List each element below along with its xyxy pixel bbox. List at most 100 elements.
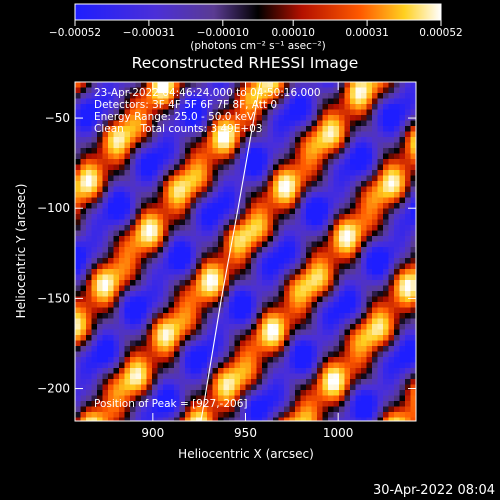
heatmap-cell [190, 340, 197, 347]
heatmap-cell [350, 395, 356, 402]
heatmap-cell [394, 175, 400, 182]
heatmap-cell [124, 406, 131, 413]
heatmap-cell [289, 230, 296, 237]
heatmap-cell [256, 197, 263, 204]
heatmap-cell [229, 126, 235, 132]
heatmap-cell [273, 357, 279, 363]
heatmap-cell [262, 269, 268, 275]
heatmap-cell [399, 263, 406, 270]
heatmap-cell [405, 208, 411, 215]
heatmap-cell [399, 126, 406, 132]
heatmap-cell [141, 362, 147, 369]
heatmap-cell [262, 379, 268, 385]
heatmap-cell [146, 159, 153, 165]
heatmap-cell [168, 170, 175, 176]
heatmap-cell [174, 115, 180, 121]
heatmap-cell [80, 285, 87, 292]
heatmap-cell [273, 395, 279, 402]
heatmap-cell [284, 104, 290, 110]
heatmap-cell [339, 335, 345, 341]
heatmap-cell [141, 137, 147, 143]
heatmap-cell [113, 181, 120, 187]
heatmap-cell [372, 170, 378, 176]
heatmap-cell [300, 412, 307, 418]
heatmap-cell [295, 109, 301, 116]
heatmap-cell [306, 170, 312, 176]
heatmap-cell [218, 362, 224, 369]
heatmap-cell [80, 373, 87, 380]
heatmap-cell [262, 175, 268, 182]
heatmap-cell [207, 335, 213, 341]
heatmap-cell [124, 362, 131, 369]
heatmap-cell [394, 186, 400, 193]
heatmap-cell [245, 126, 252, 132]
heatmap-cell [91, 208, 98, 215]
heatmap-cell [163, 197, 169, 204]
heatmap-cell [152, 82, 158, 88]
heatmap-cell [229, 384, 235, 391]
heatmap-cell [344, 236, 351, 242]
heatmap-cell [355, 362, 362, 369]
heatmap-cell [311, 318, 318, 325]
heatmap-cell [377, 362, 384, 369]
heatmap-cell [86, 406, 92, 413]
heatmap-cell [377, 406, 384, 413]
heatmap-cell [141, 98, 147, 105]
heatmap-cell [174, 395, 180, 402]
heatmap-cell [377, 109, 384, 116]
heatmap-cell [108, 357, 114, 363]
heatmap-cell [284, 263, 290, 270]
heatmap-cell [328, 115, 334, 121]
heatmap-cell [410, 120, 416, 127]
heatmap-cell [394, 263, 400, 270]
heatmap-cell [135, 368, 142, 374]
heatmap-cell [130, 181, 136, 187]
heatmap-cell [130, 252, 136, 259]
heatmap-cell [388, 269, 395, 275]
heatmap-cell [322, 164, 329, 171]
heatmap-cell [157, 148, 164, 154]
heatmap-cell [163, 98, 169, 105]
heatmap-cell [328, 153, 334, 160]
heatmap-cell [333, 258, 340, 264]
heatmap-cell [295, 307, 301, 314]
heatmap-cell [339, 368, 345, 374]
heatmap-cell [333, 131, 340, 138]
heatmap-cell [306, 269, 312, 275]
heatmap-cell [146, 346, 153, 352]
heatmap-cell [273, 313, 279, 319]
heatmap-cell [240, 384, 246, 391]
heatmap-cell [135, 362, 142, 369]
heatmap-cell [119, 214, 125, 220]
heatmap-cell [190, 214, 197, 220]
heatmap-cell [102, 153, 109, 160]
heatmap-cell [229, 291, 235, 297]
heatmap-cell [146, 126, 153, 132]
heatmap-cell [157, 109, 164, 116]
heatmap-cell [317, 214, 323, 220]
heatmap-cell [80, 307, 87, 314]
heatmap-cell [185, 131, 191, 138]
heatmap-cell [174, 313, 180, 319]
heatmap-cell [344, 296, 351, 303]
heatmap-cell [300, 313, 307, 319]
colorbar-units-label: (photons cm⁻² s⁻¹ asec⁻²) [190, 40, 325, 52]
heatmap-cell [80, 258, 87, 264]
heatmap-cell [267, 417, 274, 421]
heatmap-cell [322, 120, 329, 127]
heatmap-cell [119, 93, 125, 99]
heatmap-cell [185, 126, 191, 132]
heatmap-cell [273, 252, 279, 259]
heatmap-cell [394, 357, 400, 363]
heatmap-cell [196, 175, 202, 182]
heatmap-cell [218, 126, 224, 132]
heatmap-cell [229, 340, 235, 347]
heatmap-cell [311, 252, 318, 259]
heatmap-cell [124, 236, 131, 242]
heatmap-cell [350, 137, 356, 143]
heatmap-cell [163, 379, 169, 385]
heatmap-cell [383, 109, 389, 116]
heatmap-cell [119, 362, 125, 369]
heatmap-cell [267, 203, 274, 209]
heatmap-cell [361, 269, 367, 275]
